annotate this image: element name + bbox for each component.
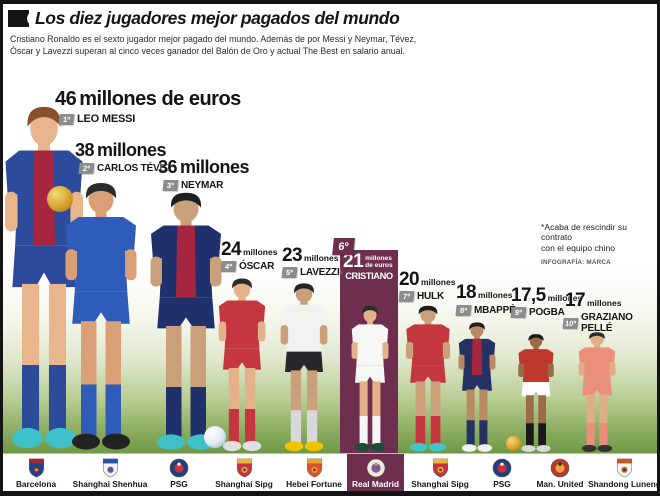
player-name: NEYMAR xyxy=(181,180,224,191)
player-name: CARLOS TÉVEZ* xyxy=(97,163,176,174)
salary-label-hulk: 20 millones xyxy=(399,269,456,290)
club-bar: Barcelona Shanghai Shenhua PSG Shanghai … xyxy=(3,453,657,491)
rank-badge: 9º xyxy=(510,307,527,318)
rank-row-oscar: 4º ÓSCAR xyxy=(220,261,275,272)
man-united-crest-icon xyxy=(550,458,570,478)
football-icon xyxy=(204,426,226,448)
club-cell-man-united: Man. United xyxy=(528,454,592,491)
club-cell-shanghai-shenhua: Shanghai Shenhua xyxy=(69,454,151,491)
footnote: *Acaba de rescindir su contrato con el e… xyxy=(541,222,657,267)
player-figure-pelle xyxy=(571,329,623,454)
shandong-luneng-crest-icon xyxy=(615,458,634,478)
salary-amount: 21 xyxy=(343,251,364,272)
salary-unit: millones de euros xyxy=(365,255,393,270)
rank-badge: 5º xyxy=(281,267,298,278)
psg-crest-icon xyxy=(169,458,189,478)
golden-ball-small-icon xyxy=(506,436,521,451)
club-cell-hebei-fortune: Hebei Fortune xyxy=(281,454,347,491)
player-name: ÓSCAR xyxy=(239,261,275,272)
rank-row-neymar: 3º NEYMAR xyxy=(162,180,224,191)
rank-row-messi: 1º LEO MESSI xyxy=(58,113,136,125)
player-name: HULK xyxy=(417,291,444,302)
player-name: MBAPPÉ xyxy=(474,305,516,316)
salary-label-tevez: 38 millones xyxy=(75,140,167,160)
rank-badge: 1º xyxy=(58,113,75,125)
club-cell-shandong-luneng: Shandong Luneng xyxy=(588,454,657,491)
salary-label-pogba: 17,5 millones xyxy=(511,285,583,306)
header: Los diez jugadores mejor pagados del mun… xyxy=(8,8,649,29)
psg-crest-icon xyxy=(492,458,512,478)
player-figure-hulk xyxy=(397,302,459,454)
shanghai-sipg-crest-icon xyxy=(431,458,450,478)
rank-badge: 10º xyxy=(562,317,579,329)
intro-line-1: Cristiano Ronaldo es el sexto jugador me… xyxy=(10,34,417,44)
rank-badge-6: 6º xyxy=(332,238,355,255)
hebei-fortune-crest-icon xyxy=(305,458,324,478)
salary-label-oscar: 24 millones xyxy=(221,239,278,260)
salary-label-neymar: 36 millones xyxy=(158,157,250,177)
club-cell-psg-2: PSG xyxy=(476,454,528,491)
rank-row-mbappe: 8º MBAPPÉ xyxy=(455,305,516,316)
player-figure-neymar xyxy=(136,186,236,454)
player-name: GRAZIANO PELLÉ xyxy=(581,312,633,334)
player-name: POGBA xyxy=(529,307,565,318)
rank-row-pelle: 10º GRAZIANO PELLÉ xyxy=(562,312,657,334)
player-figure-messi xyxy=(3,98,99,454)
infographic-credit: INFOGRAFÍA: MARCA xyxy=(541,259,611,267)
club-cell-real-madrid: Real Madrid xyxy=(347,454,404,491)
page-title: Los diez jugadores mejor pagados del mun… xyxy=(35,8,400,28)
intro-text: Cristiano Ronaldo es el sexto jugador me… xyxy=(10,34,657,57)
player-name: LAVEZZI xyxy=(300,267,340,278)
rank-badge: 4º xyxy=(220,261,237,272)
salary-chart: 21 millones de euros CRISTIANO 6º xyxy=(3,64,657,454)
rank-badge: 7º xyxy=(398,291,415,302)
marca-flag-icon xyxy=(8,10,29,27)
golden-ball-icon xyxy=(47,186,73,212)
shanghai-sipg-crest-icon xyxy=(235,458,254,478)
salary-label-messi: 46 millones de euros xyxy=(55,88,241,110)
intro-line-2: Óscar y Lavezzi superan al cinco veces g… xyxy=(10,45,405,56)
player-figure-cristiano xyxy=(344,302,396,454)
rank-row-hulk: 7º HULK xyxy=(398,291,444,302)
player-name: LEO MESSI xyxy=(77,113,136,125)
rank-badge: 3º xyxy=(162,180,179,191)
salary-label-lavezzi: 23 millones xyxy=(282,245,339,266)
rank-row-tevez: 2º CARLOS TÉVEZ* xyxy=(78,163,176,174)
player-figure-lavezzi xyxy=(271,279,337,454)
club-cell-psg: PSG xyxy=(151,454,207,491)
rank-row-lavezzi: 5º LAVEZZI xyxy=(281,267,340,278)
player-name: CRISTIANO xyxy=(345,271,393,282)
rank-badge: 8º xyxy=(455,305,472,316)
player-figure-oscar xyxy=(209,274,275,454)
player-figure-pogba xyxy=(511,331,561,454)
footnote-line-2: con el equipo chino xyxy=(541,242,616,253)
player-figure-mbappe xyxy=(451,319,503,454)
rank-badge: 2º xyxy=(78,163,95,174)
real-madrid-crest-icon xyxy=(366,458,386,478)
footnote-line-1: *Acaba de rescindir su contrato xyxy=(541,222,627,243)
club-cell-shanghai-sipg: Shanghai Sipg xyxy=(207,454,281,491)
shanghai-shenhua-crest-icon xyxy=(101,458,120,478)
rank-row-pogba: 9º POGBA xyxy=(510,307,565,318)
salary-label-pelle: 17 millones xyxy=(565,290,622,311)
salary-label-mbappe: 18 millones xyxy=(456,282,513,303)
player-figure-tevez xyxy=(51,176,151,454)
club-cell-barcelona: Barcelona xyxy=(3,454,69,491)
barcelona-crest-icon xyxy=(27,458,46,478)
club-cell-shanghai-sipg-2: Shanghai Sipg xyxy=(404,454,476,491)
